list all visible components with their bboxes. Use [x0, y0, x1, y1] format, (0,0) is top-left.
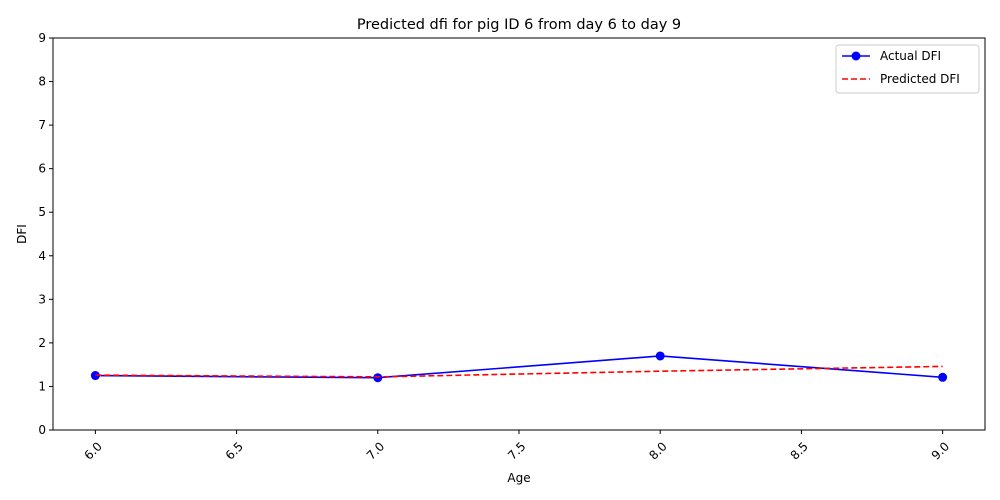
data-point — [655, 351, 665, 361]
x-axis-label: Age — [507, 471, 530, 485]
y-tick-label: 4 — [38, 249, 46, 263]
legend-label: Actual DFI — [880, 49, 941, 63]
legend-box — [835, 44, 980, 94]
y-tick-label: 6 — [38, 162, 46, 176]
y-tick-label: 0 — [38, 423, 46, 437]
data-point — [938, 372, 948, 382]
data-point — [373, 373, 383, 383]
chart-title: Predicted dfi for pig ID 6 from day 6 to… — [357, 17, 681, 33]
y-tick-label: 2 — [38, 336, 46, 350]
series-line — [95, 365, 943, 378]
y-tick-label: 7 — [38, 118, 46, 132]
y-tick-label: 3 — [38, 292, 46, 306]
y-tick-label: 9 — [38, 31, 46, 45]
y-axis: 0 1 2 3 4 5 6 7 8 9 — [38, 31, 53, 437]
legend-label: Predicted DFI — [880, 72, 960, 86]
y-tick-label: 1 — [38, 379, 46, 393]
legend-marker — [851, 51, 861, 61]
series-layer — [90, 351, 948, 383]
y-tick-label: 8 — [38, 75, 46, 89]
legend: Actual DFI Predicted DFI — [835, 44, 980, 94]
series-line — [95, 355, 943, 379]
y-axis-label: DFI — [15, 224, 29, 244]
y-tick-label: 5 — [38, 205, 46, 219]
